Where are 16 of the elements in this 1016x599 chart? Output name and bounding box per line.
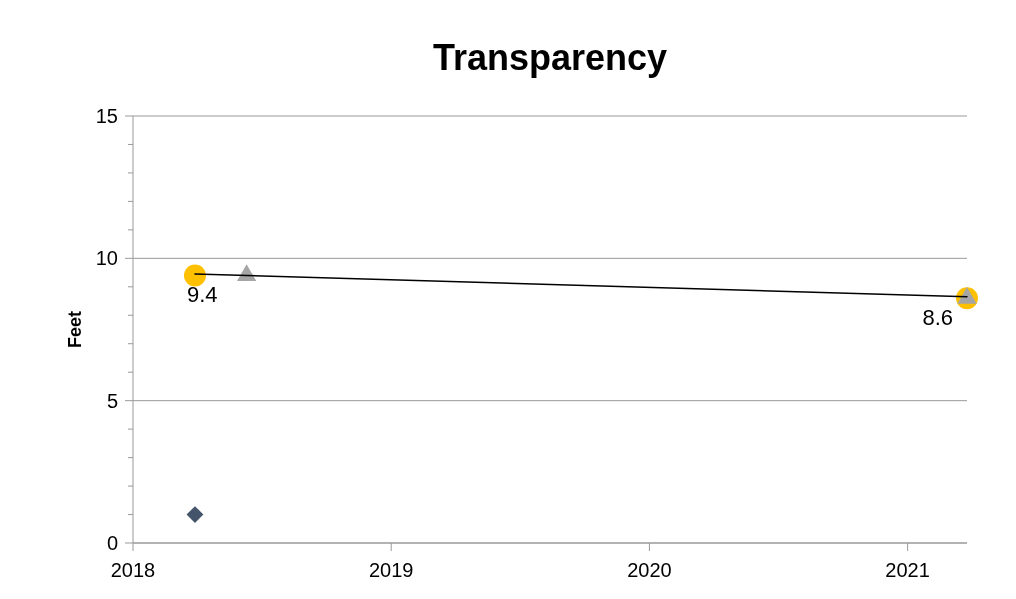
x-tick-label: 2021 — [885, 559, 930, 581]
chart-title: Transparency — [432, 37, 668, 78]
y-tick-label: 5 — [106, 389, 118, 412]
x-tick-label: 2020 — [627, 559, 672, 581]
point — [237, 264, 257, 281]
data-label: 8.6 — [922, 305, 953, 331]
y-tick-label: 10 — [95, 247, 118, 270]
point — [957, 287, 977, 304]
y-tick-label: 15 — [95, 105, 118, 127]
point — [183, 264, 206, 287]
data-label: 9.4 — [186, 282, 218, 308]
point — [186, 506, 204, 523]
y-tick-label: 0 — [106, 532, 118, 554]
x-tick-label: 2019 — [368, 559, 414, 581]
y-axis-title: Feet — [65, 310, 85, 349]
x-tick-label: 2018 — [110, 559, 156, 581]
